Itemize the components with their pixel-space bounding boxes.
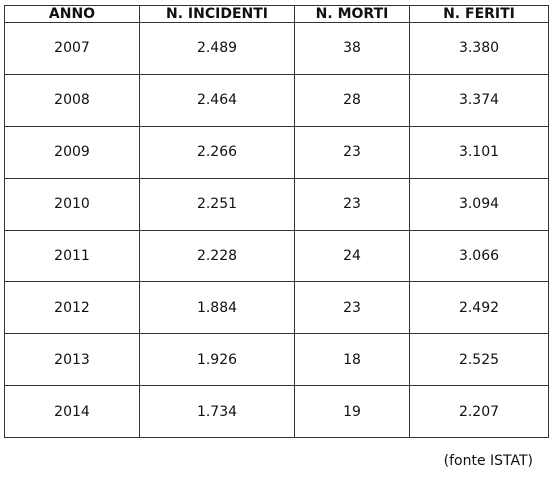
cell-morti: 23 (294, 281, 410, 335)
cell-feriti: 3.380 (409, 22, 549, 75)
cell-feriti: 2.492 (409, 281, 549, 335)
cell-incidenti: 1.884 (139, 281, 295, 335)
cell-morti: 19 (294, 385, 410, 438)
header-anno: ANNO (4, 5, 140, 23)
cell-anno: 2009 (4, 125, 140, 179)
header-incidenti: N. INCIDENTI (139, 5, 295, 23)
cell-incidenti: 1.926 (139, 333, 295, 387)
table-row: 2009 2.266 23 3.101 (4, 125, 549, 179)
table-row: 2012 1.884 23 2.492 (4, 281, 549, 335)
table-row: 2010 2.251 23 3.094 (4, 177, 549, 231)
cell-incidenti: 2.464 (139, 73, 295, 127)
cell-anno: 2008 (4, 73, 140, 127)
cell-anno: 2007 (4, 22, 140, 75)
cell-incidenti: 1.734 (139, 385, 295, 438)
cell-incidenti: 2.228 (139, 229, 295, 283)
cell-feriti: 3.374 (409, 73, 549, 127)
table-row: 2013 1.926 18 2.525 (4, 333, 549, 387)
cell-morti: 28 (294, 73, 410, 127)
cell-anno: 2010 (4, 177, 140, 231)
cell-incidenti: 2.251 (139, 177, 295, 231)
header-row: ANNO N. INCIDENTI N. MORTI N. FERITI (4, 5, 549, 23)
cell-morti: 38 (294, 22, 410, 75)
cell-feriti: 3.066 (409, 229, 549, 283)
data-table: ANNO N. INCIDENTI N. MORTI N. FERITI 200… (4, 5, 549, 438)
cell-morti: 23 (294, 125, 410, 179)
cell-anno: 2013 (4, 333, 140, 387)
table-row: 2011 2.228 24 3.066 (4, 229, 549, 283)
cell-incidenti: 2.266 (139, 125, 295, 179)
header-morti: N. MORTI (294, 5, 410, 23)
cell-feriti: 2.525 (409, 333, 549, 387)
cell-anno: 2014 (4, 385, 140, 438)
cell-anno: 2012 (4, 281, 140, 335)
cell-morti: 24 (294, 229, 410, 283)
table-row: 2014 1.734 19 2.207 (4, 385, 549, 438)
table-row: 2007 2.489 38 3.380 (4, 22, 549, 75)
cell-feriti: 2.207 (409, 385, 549, 438)
cell-morti: 23 (294, 177, 410, 231)
cell-feriti: 3.094 (409, 177, 549, 231)
cell-incidenti: 2.489 (139, 22, 295, 75)
cell-feriti: 3.101 (409, 125, 549, 179)
cell-anno: 2011 (4, 229, 140, 283)
source-note: (fonte ISTAT) (443, 453, 533, 469)
table-row: 2008 2.464 28 3.374 (4, 73, 549, 127)
header-feriti: N. FERITI (409, 5, 549, 23)
cell-morti: 18 (294, 333, 410, 387)
